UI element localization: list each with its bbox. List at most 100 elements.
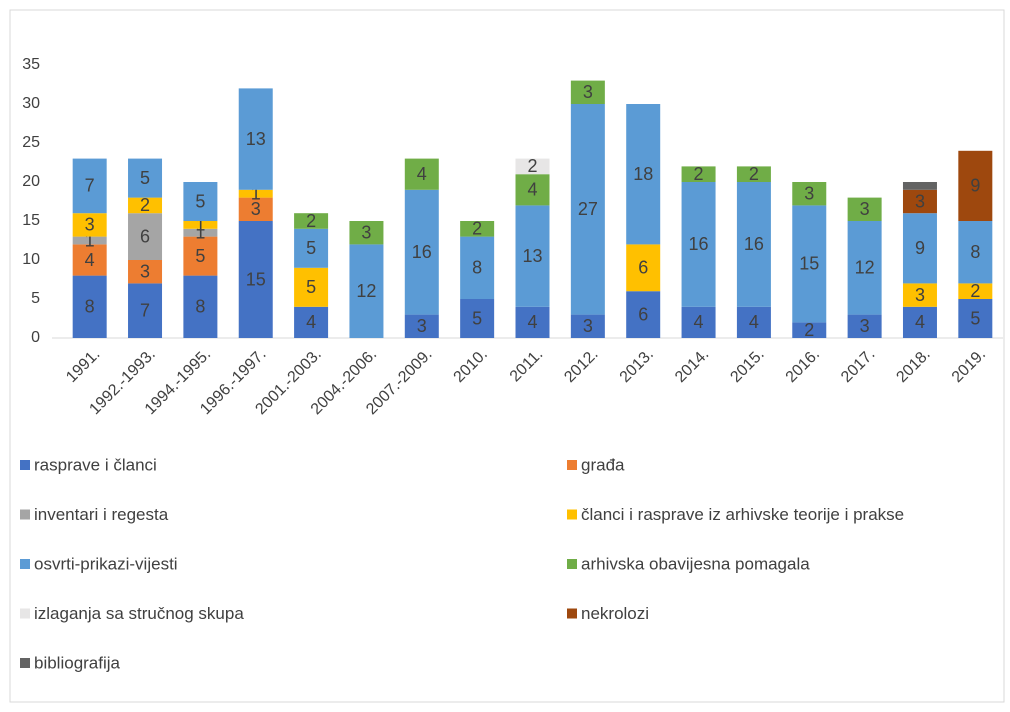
data-label: 2: [140, 195, 150, 215]
bar-segment: [294, 306, 329, 338]
data-label: 12: [356, 281, 376, 301]
data-label: 6: [140, 226, 150, 246]
legend-swatch: [567, 608, 577, 619]
bar-segment: [958, 299, 993, 338]
data-label: 5: [140, 168, 150, 188]
bar-segment: [183, 182, 218, 221]
bar-segment: [902, 182, 937, 190]
data-label: 16: [412, 242, 432, 262]
legend-label: nekrolozi: [581, 604, 649, 623]
bar-segment: [128, 283, 163, 338]
x-tick-label: 2010.: [451, 346, 491, 386]
x-tick-label: 2011.: [507, 346, 547, 386]
data-label: 1: [195, 222, 205, 242]
x-tick-label: 2013.: [617, 346, 657, 386]
data-label: 4: [527, 180, 537, 200]
bar-segment: [626, 104, 661, 245]
legend-label: članci i rasprave iz arhivske teorije i …: [581, 505, 904, 524]
data-label: 6: [638, 304, 648, 324]
data-label: 3: [583, 82, 593, 102]
data-label: 7: [140, 300, 150, 320]
legend-swatch: [567, 509, 577, 520]
legend-swatch: [567, 460, 577, 470]
data-label: 4: [694, 312, 704, 332]
bar-segment: [404, 314, 439, 338]
bar-segment: [72, 236, 107, 245]
x-tick-label: 2018.: [893, 346, 933, 386]
y-tick-label: 20: [22, 173, 40, 190]
data-label: 5: [195, 191, 205, 211]
bar-segment: [294, 267, 329, 307]
data-label: 3: [860, 316, 870, 336]
data-label: 3: [417, 316, 427, 336]
y-tick-label: 30: [22, 95, 40, 112]
data-label: 3: [860, 199, 870, 219]
data-label: 9: [970, 176, 980, 196]
bar-segment: [570, 80, 605, 104]
data-label: 2: [749, 164, 759, 184]
bar-segment: [570, 104, 605, 315]
bar-segment: [460, 221, 495, 237]
data-label: 27: [578, 199, 598, 219]
data-label: 5: [195, 246, 205, 266]
legend-label: arhivska obavijesna pomagala: [581, 554, 810, 573]
data-label: 3: [361, 222, 371, 242]
data-label: 8: [472, 258, 482, 278]
bar-segment: [902, 306, 937, 338]
bar-segment: [847, 197, 882, 221]
data-label: 2: [527, 156, 537, 176]
data-label: 2: [694, 164, 704, 184]
bar-segment: [902, 283, 937, 307]
data-label: 9: [915, 238, 925, 258]
legend-swatch: [20, 658, 30, 668]
bar-segment: [736, 306, 771, 338]
bar-segment: [238, 189, 273, 198]
data-label: 18: [633, 164, 653, 184]
x-tick-label: 2016.: [783, 346, 823, 386]
bar-segment: [515, 174, 550, 206]
data-label: 5: [306, 238, 316, 258]
data-label: 5: [970, 308, 980, 328]
data-label: 2: [970, 281, 980, 301]
data-label: 1: [195, 215, 205, 235]
legend-label: rasprave i članci: [34, 455, 157, 474]
data-label: 16: [744, 234, 764, 254]
y-tick-label: 15: [22, 212, 40, 229]
bar-segment: [902, 189, 937, 214]
bar-segment: [958, 221, 993, 284]
legend-swatch: [567, 559, 577, 569]
bar-segment: [792, 205, 827, 323]
bar-segment: [792, 322, 827, 338]
data-label: 12: [855, 258, 875, 278]
legend-swatch: [20, 460, 30, 470]
x-tick-label: 2015.: [727, 346, 767, 386]
bar-segment: [72, 158, 107, 214]
x-tick-label: 2014.: [672, 346, 712, 386]
data-label: 5: [472, 308, 482, 328]
data-label: 8: [195, 297, 205, 317]
bar-segment: [183, 236, 218, 276]
x-tick-label: 2019.: [949, 346, 989, 386]
bar-segment: [72, 213, 107, 237]
legend-swatch: [20, 559, 30, 569]
data-label: 8: [85, 297, 95, 317]
data-label: 2: [306, 211, 316, 231]
bar-segment: [847, 314, 882, 338]
y-tick-label: 10: [22, 251, 40, 268]
data-label: 3: [583, 316, 593, 336]
bar-segment: [681, 182, 716, 307]
bar-segment: [128, 260, 163, 284]
legend-label: osvrti-prikazi-vijesti: [34, 554, 178, 573]
bar-segment: [294, 228, 329, 268]
data-label: 4: [749, 312, 759, 332]
bar-segment: [626, 244, 661, 292]
bar-segment: [404, 158, 439, 190]
legend-label: bibliografija: [34, 653, 121, 672]
bar-segment: [128, 213, 163, 260]
bar-segment: [736, 166, 771, 182]
bar-segment: [847, 221, 882, 315]
data-label: 13: [522, 246, 542, 266]
data-label: 8: [970, 242, 980, 262]
data-label: 15: [246, 269, 266, 289]
